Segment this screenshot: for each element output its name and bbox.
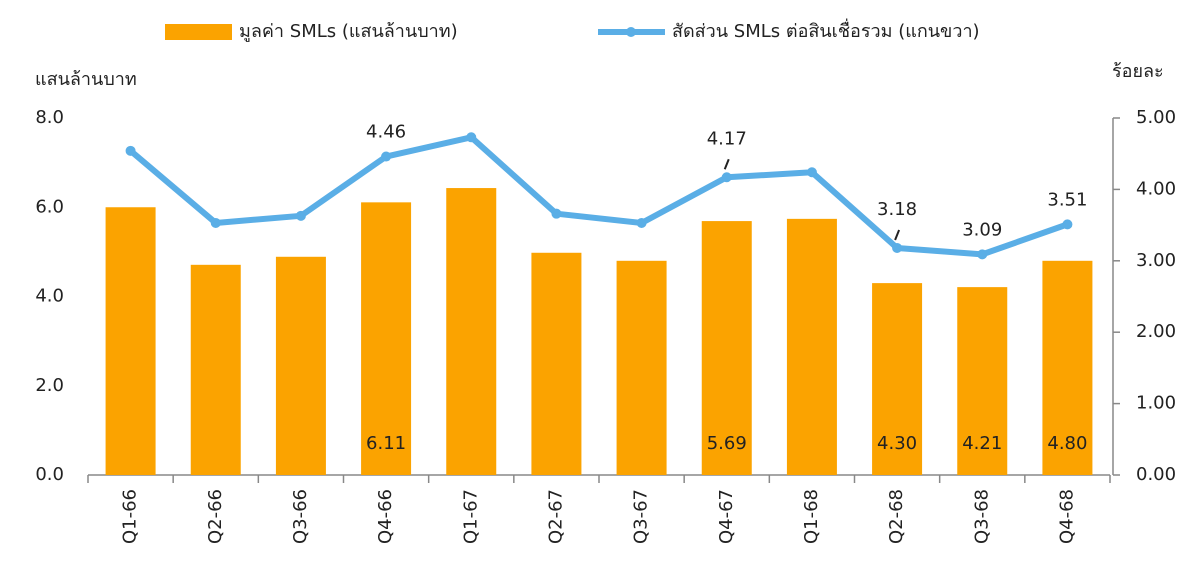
y2-tick-label: 1.00 (1136, 393, 1176, 414)
line-marker (806, 167, 817, 178)
legend-label: มูลค่า SMLs (แสนล้านบาท) (239, 21, 458, 42)
line-marker (295, 210, 306, 221)
line-marker (636, 217, 647, 228)
line-marker (1062, 219, 1073, 230)
legend-swatch (165, 24, 232, 40)
line-label: 3.51 (1047, 189, 1087, 210)
line-marker (210, 217, 221, 228)
y-tick-label: 6.0 (35, 196, 64, 217)
line-label: 4.17 (707, 128, 747, 149)
x-tick-label: Q1-66 (120, 489, 141, 544)
y2-tick-label: 4.00 (1136, 178, 1176, 199)
y2-axis-title: ร้อยละ (1112, 61, 1164, 82)
line-marker (125, 145, 136, 156)
bar (275, 256, 326, 475)
legend-marker (626, 27, 636, 37)
x-tick-label: Q2-68 (886, 489, 907, 544)
x-tick-label: Q3-67 (631, 489, 652, 544)
x-tick-label: Q1-67 (460, 489, 481, 544)
y2-tick-label: 3.00 (1136, 250, 1176, 271)
line-marker (466, 132, 477, 143)
line-marker (551, 208, 562, 219)
line-label: 3.09 (962, 219, 1002, 240)
bar (531, 252, 582, 475)
x-tick-label: Q4-66 (375, 489, 396, 544)
line-marker (721, 172, 732, 183)
line-marker (977, 249, 988, 260)
y-tick-label: 2.0 (35, 375, 64, 396)
y-tick-label: 0.0 (35, 464, 64, 485)
bar-label: 5.69 (707, 433, 747, 454)
bar (1042, 260, 1093, 475)
bar (957, 287, 1008, 475)
line-label: 3.18 (877, 199, 917, 220)
y-tick-label: 4.0 (35, 286, 64, 307)
bar (105, 207, 156, 475)
bar-label: 4.80 (1047, 433, 1087, 454)
x-tick-label: Q2-66 (205, 489, 226, 544)
bar (786, 218, 837, 476)
bar-label: 4.21 (962, 433, 1002, 454)
leader-line (723, 158, 730, 170)
x-tick-label: Q3-66 (290, 489, 311, 544)
line-label: 4.46 (366, 122, 406, 143)
bar (361, 202, 412, 475)
bar (446, 188, 497, 475)
bar (701, 221, 752, 475)
x-tick-label: Q2-67 (545, 489, 566, 544)
x-tick-label: Q1-68 (801, 489, 822, 544)
bar-label: 6.11 (366, 433, 406, 454)
bar (616, 260, 667, 475)
y-axis-title: แสนล้านบาท (35, 69, 137, 90)
y-tick-label: 8.0 (35, 107, 64, 128)
legend-label: สัดส่วน SMLs ต่อสินเชื่อรวม (แกนขวา) (672, 18, 980, 42)
line (128, 134, 1069, 258)
x-tick-label: Q4-67 (716, 489, 737, 544)
bar-label: 4.30 (877, 433, 917, 454)
bar (190, 264, 241, 475)
x-tick-label: Q3-68 (971, 489, 992, 544)
y2-tick-label: 5.00 (1136, 107, 1176, 128)
leader-line (894, 229, 901, 241)
line-marker (381, 151, 392, 162)
y2-tick-label: 2.00 (1136, 321, 1176, 342)
y2-tick-label: 0.00 (1136, 464, 1176, 485)
bar (872, 283, 923, 475)
x-tick-label: Q4-68 (1056, 489, 1077, 544)
line-marker (892, 242, 903, 253)
